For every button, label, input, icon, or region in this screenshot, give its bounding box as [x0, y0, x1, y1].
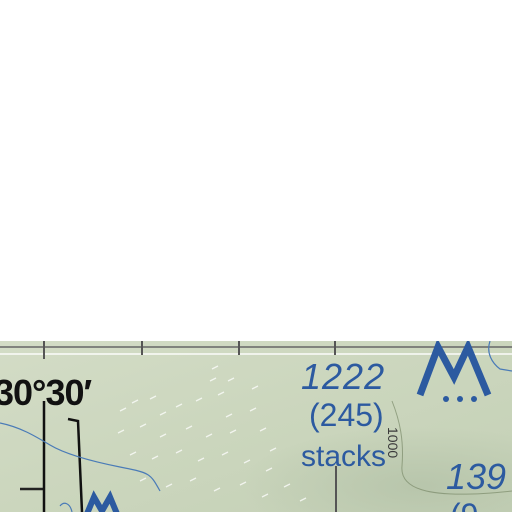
stream-line: [59, 502, 73, 512]
road-line: [67, 417, 84, 512]
stream-line: [0, 422, 161, 492]
obstacle-elevation-msl: 1222: [301, 356, 386, 397]
contour-line: [391, 400, 512, 495]
map-graphics: [0, 341, 512, 512]
obstacle-elevation-msl-2: 139: [446, 456, 507, 497]
obstacle-description: stacks: [301, 440, 387, 473]
latitude-label: 30°30′: [0, 372, 92, 413]
obstacle-height-agl-2: (9: [450, 499, 478, 512]
obstacle-group-icon: [84, 490, 120, 512]
terrain-hatching: [117, 365, 307, 502]
sectional-chart-map[interactable]: 30°30′ 1222 (245) stacks 1000 139 (9: [0, 341, 512, 512]
obstacle-group-icon: [416, 341, 492, 402]
obstacle-height-agl: (245): [309, 397, 384, 433]
contour-elevation-label: 1000: [385, 427, 401, 459]
stream-line: [488, 341, 512, 372]
